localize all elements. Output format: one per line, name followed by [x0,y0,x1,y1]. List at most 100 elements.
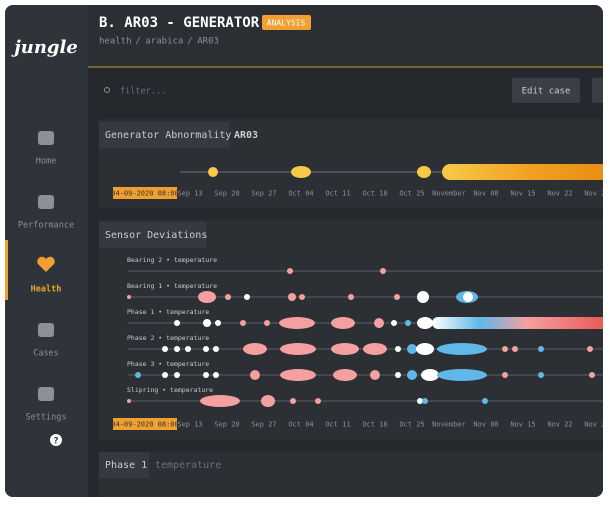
panel-title: Generator Abnormality [105,130,231,141]
sensor-label: Phase 3 • temperature [127,360,209,368]
help-icon: ? [53,437,58,447]
badge-text: ANALYSIS [267,19,306,28]
axis-tick-label: Sep 20 [214,190,239,198]
deviation-blob [135,372,141,378]
deviation-blob [174,320,180,326]
deviation-blob [502,372,508,378]
deviation-blob [174,346,180,352]
deviation-blob [421,369,439,381]
sidebar [5,5,88,497]
deviation-blob [287,268,293,274]
panel-title-box [99,452,149,478]
help-button[interactable] [50,434,62,446]
active-indicator [5,240,8,300]
deviation-blob [203,319,211,327]
axis-tick-label: Oct 18 [362,421,387,429]
deviation-blob [244,294,250,300]
deviation-blob [213,372,219,378]
axis-tick-label: Nov 08 [473,190,498,198]
deviation-blob [589,372,595,378]
axis-tick-label: Sep 27 [251,190,276,198]
nav-label: Cases [33,349,59,359]
axis-tick-label: Nov 22 [547,421,572,429]
deviation-blob [198,291,216,303]
axis-tick-label: Sep 13 [177,190,202,198]
deviation-blob [127,295,131,299]
event-blob [208,167,218,177]
event-blob [417,166,431,178]
nav-icon[interactable] [38,323,54,337]
axis-tick-label: Sep 20 [214,421,239,429]
deviation-blob [395,372,401,378]
nav-icon[interactable] [38,131,54,145]
deviation-blob [213,346,219,352]
axis-tick-label: Oct 11 [325,190,350,198]
deviation-blob [538,372,544,378]
deviation-blob [502,346,508,352]
deviation-blob [405,320,411,326]
deviation-blob [370,370,380,380]
panel-title-box [99,222,206,248]
deviation-band [432,317,603,329]
sensor-label: Phase 2 • temperature [127,334,209,342]
axis-tick-label: Nov 22 [547,190,572,198]
filter-input: filter... [120,87,166,97]
deviation-blob [417,291,429,303]
deviation-blob [243,343,267,355]
nav-icon[interactable] [37,256,55,272]
deviation-blob [280,369,316,381]
deviation-blob [288,293,296,301]
deviation-blob [264,320,270,326]
deviation-blob [333,369,357,381]
axis-tick-label: Nov 08 [473,421,498,429]
logo: jungle [11,37,78,58]
nav-label: Home [36,157,56,167]
deviation-blob [407,344,417,354]
deviation-blob [437,369,487,381]
deviation-blob [162,346,168,352]
window: jungle Home Performance Health Cases Settings… [5,5,610,497]
deviation-blob [203,346,209,352]
nav-icon[interactable] [38,195,54,209]
sensor-label: Slipring • temperature [127,386,213,394]
header-bg [88,5,603,67]
axis-tick-label: Oct 11 [325,421,350,429]
axis-tick-label: Oct 04 [288,190,313,198]
deviation-blob [200,395,240,407]
axis-tick-label: Sep 13 [177,421,202,429]
axis-tick-label: Oct 18 [362,190,387,198]
deviation-blob [463,292,473,302]
deviation-blob [174,372,180,378]
edit-button[interactable] [512,78,580,103]
breadcrumb-item: arabica [145,37,183,47]
deviation-blob [391,320,397,326]
panel [99,220,603,440]
nav-icon[interactable] [38,387,54,401]
sensor-label: Bearing 2 • temperature [127,256,217,264]
deviation-blob [374,318,384,328]
deviation-blob [422,398,428,404]
deviation-blob [394,294,400,300]
axis-tick-label: November [432,421,466,429]
axis-tick-label: Nov 15 [510,190,535,198]
sensor-label: Phase 1 • temperature [127,308,209,316]
panel [99,452,603,497]
deviation-blob [587,346,593,352]
deviation-blob [538,346,544,352]
axis-tick-label: Oct 25 [399,190,424,198]
date-badge [113,187,177,199]
deviation-blob [279,317,315,329]
breadcrumb-separator: / [187,37,192,47]
axis-tick-label: Nov 15 [510,421,535,429]
event-blob [291,166,311,178]
axis-tick-label: Oct 25 [399,421,424,429]
breadcrumb-item: AR03 [197,37,219,47]
deviation-blob [363,343,387,355]
nav-label: Performance [18,221,74,231]
panel-title-box [99,122,229,148]
button[interactable] [592,78,610,103]
deviation-blob [380,268,386,274]
edit-button-text: Edit case [522,87,571,97]
deviation-blob [240,320,246,326]
panel-title: Phase 1 [105,460,147,471]
